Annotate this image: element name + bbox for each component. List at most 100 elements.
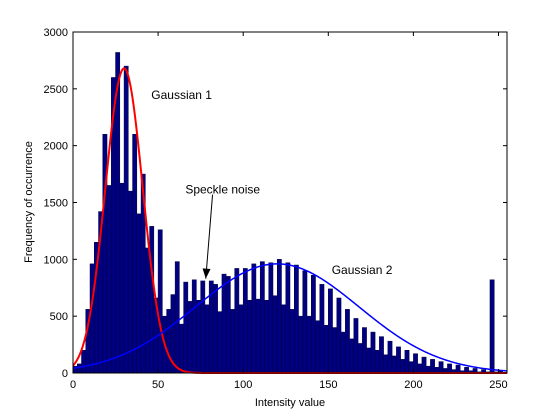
y-axis-ticks: 0 500 1000 1500 2000 2500 3000: [44, 27, 507, 380]
histogram-bar: [374, 350, 380, 374]
histogram-bar: [391, 355, 397, 374]
x-axis-label: Intensity value: [255, 397, 325, 409]
annotations: Gaussian 1 Speckle noise Gaussian 2: [151, 88, 392, 277]
histogram-bar: [259, 261, 265, 374]
histogram-bar: [370, 331, 376, 374]
histogram-bar: [225, 276, 231, 374]
histogram-bar: [489, 279, 495, 374]
histogram-bar: [298, 315, 304, 374]
arrow-shaft: [205, 194, 214, 279]
histogram-bar: [242, 268, 248, 374]
histogram-bar: [196, 300, 201, 374]
histogram-bar: [349, 338, 355, 374]
histogram-bar: [174, 261, 180, 374]
arrow-head: [202, 268, 211, 279]
histogram-bar: [276, 259, 282, 374]
histogram-bar: [106, 185, 112, 374]
histogram-bar: [417, 363, 423, 374]
y-tick-label: 500: [50, 311, 68, 323]
histogram-bar: [123, 65, 129, 374]
histogram-bar: [221, 273, 227, 374]
x-tick-label: 100: [234, 379, 252, 391]
histogram-bar: [89, 263, 95, 374]
histogram-bar: [136, 213, 142, 374]
histogram-bar: [281, 304, 286, 374]
histogram-bar: [234, 268, 240, 374]
histogram-bar: [362, 327, 367, 374]
histogram-bar: [357, 343, 363, 374]
histogram-bar: [345, 309, 350, 374]
y-tick-label: 3000: [44, 27, 68, 39]
histogram-bar: [191, 279, 197, 374]
histogram-bar: [213, 284, 218, 374]
histogram-bar: [396, 346, 401, 374]
gaussian-2-curve: [72, 263, 508, 372]
annotation-label: Gaussian 1: [151, 88, 212, 102]
histogram-bar: [183, 281, 189, 374]
histogram-bar: [400, 359, 406, 374]
histogram-bar: [128, 190, 133, 374]
y-tick-label: 2500: [44, 84, 68, 96]
histogram-bar: [119, 182, 125, 374]
histogram-bar: [408, 361, 414, 374]
y-axis-label: Frequency of occurrence: [23, 141, 35, 263]
x-tick-label: 200: [404, 379, 422, 391]
y-tick-label: 2000: [44, 141, 68, 153]
histogram-bar: [132, 134, 138, 374]
histogram-bar: [217, 311, 223, 374]
histogram-bar: [383, 354, 389, 374]
x-tick-label: 250: [489, 379, 507, 391]
histogram-bar: [332, 327, 338, 374]
histogram-bar: [285, 262, 291, 374]
x-tick-label: 150: [319, 379, 337, 391]
histogram-bar: [366, 347, 372, 374]
histogram-bar: [455, 364, 461, 374]
histogram-bar: [328, 288, 333, 374]
histogram-bar: [379, 336, 384, 374]
histogram-bar: [319, 284, 325, 374]
histogram-bar: [200, 280, 206, 374]
annotation-label: Gaussian 2: [332, 263, 393, 277]
histogram-bar: [323, 325, 329, 374]
histogram-bar: [255, 298, 261, 374]
x-axis-ticks: 0 50 100 150 200 250: [70, 32, 508, 391]
histogram-bar: [157, 229, 163, 374]
x-tick-label: 50: [152, 379, 164, 391]
histogram-bar: [179, 323, 184, 374]
histogram-bar: [413, 353, 418, 374]
x-tick-label: 0: [70, 379, 76, 391]
histogram-bar: [81, 350, 87, 374]
histogram-bar: [272, 295, 278, 374]
speckle-noise-arrow: [202, 194, 214, 279]
histogram-bar: [230, 309, 235, 374]
histogram-bar: [264, 300, 269, 374]
histogram-bar: [425, 365, 431, 374]
histogram-bar: [145, 247, 150, 374]
y-tick-label: 1500: [44, 198, 68, 210]
histogram-bar: [336, 297, 342, 374]
histogram-bar: [315, 320, 321, 374]
histogram-bar: [447, 363, 452, 374]
histogram-bar: [251, 263, 257, 374]
histogram-bar: [421, 356, 427, 374]
histogram-bar: [302, 270, 308, 374]
y-tick-label: 1000: [44, 254, 68, 266]
histogram-bar: [353, 318, 359, 374]
histogram-bar: [268, 262, 274, 374]
histogram-bar: [294, 264, 299, 374]
histogram-bar: [149, 226, 155, 374]
histogram-bar: [204, 304, 210, 374]
histogram-bar: [404, 350, 410, 374]
histogram-bar: [77, 363, 82, 374]
histogram-bar: [430, 359, 435, 374]
histogram-bar: [438, 361, 444, 374]
histogram-bar: [238, 304, 244, 374]
histogram-bar: [387, 340, 393, 374]
histogram-bar: [306, 315, 312, 374]
y-tick-label: 0: [62, 368, 68, 380]
histogram-bar: [247, 300, 252, 374]
histogram-bar: [340, 331, 346, 374]
histogram-bar: [289, 309, 295, 374]
histogram-bar: [311, 275, 316, 374]
